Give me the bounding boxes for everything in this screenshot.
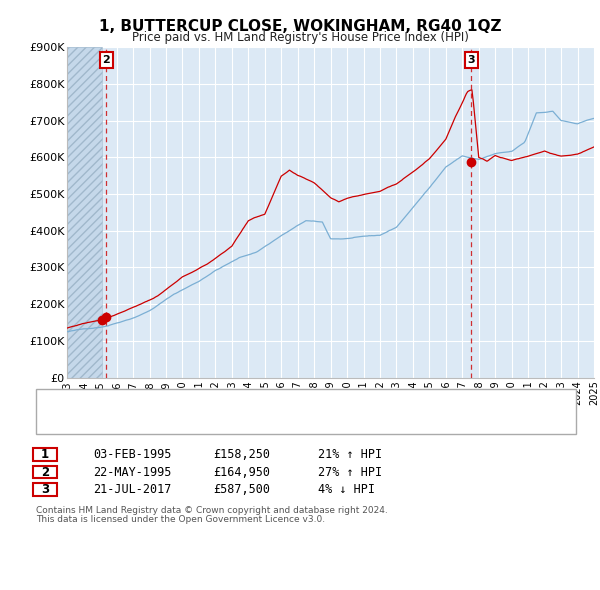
Text: £587,500: £587,500 xyxy=(213,483,270,496)
Text: 1, BUTTERCUP CLOSE, WOKINGHAM, RG40 1QZ: 1, BUTTERCUP CLOSE, WOKINGHAM, RG40 1QZ xyxy=(99,19,501,34)
Text: 4% ↓ HPI: 4% ↓ HPI xyxy=(318,483,375,496)
Text: 2: 2 xyxy=(103,55,110,65)
Text: 3: 3 xyxy=(41,483,49,496)
Text: HPI: Average price, detached house, Wokingham: HPI: Average price, detached house, Woki… xyxy=(93,415,360,425)
Bar xyxy=(67,47,101,378)
Text: 03-FEB-1995: 03-FEB-1995 xyxy=(93,448,172,461)
Text: Price paid vs. HM Land Registry's House Price Index (HPI): Price paid vs. HM Land Registry's House … xyxy=(131,31,469,44)
Text: 22-MAY-1995: 22-MAY-1995 xyxy=(93,466,172,478)
Text: 2: 2 xyxy=(41,466,49,478)
Text: This data is licensed under the Open Government Licence v3.0.: This data is licensed under the Open Gov… xyxy=(36,515,325,524)
Text: Contains HM Land Registry data © Crown copyright and database right 2024.: Contains HM Land Registry data © Crown c… xyxy=(36,506,388,514)
Text: 1: 1 xyxy=(41,448,49,461)
Bar xyxy=(67,47,101,378)
Text: 1, BUTTERCUP CLOSE, WOKINGHAM, RG40 1QZ (detached house): 1, BUTTERCUP CLOSE, WOKINGHAM, RG40 1QZ … xyxy=(93,397,452,407)
Text: £158,250: £158,250 xyxy=(213,448,270,461)
Text: £164,950: £164,950 xyxy=(213,466,270,478)
Text: 21% ↑ HPI: 21% ↑ HPI xyxy=(318,448,382,461)
Text: 27% ↑ HPI: 27% ↑ HPI xyxy=(318,466,382,478)
Text: 3: 3 xyxy=(467,55,475,65)
Text: 21-JUL-2017: 21-JUL-2017 xyxy=(93,483,172,496)
